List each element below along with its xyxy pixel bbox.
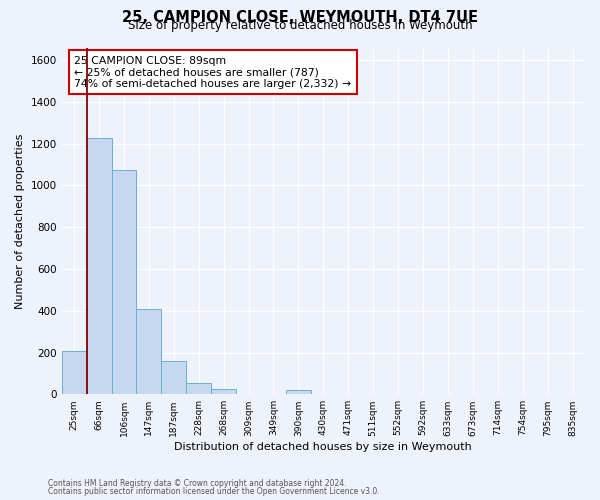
Bar xyxy=(161,361,186,394)
Bar xyxy=(211,389,236,394)
Text: Contains HM Land Registry data © Crown copyright and database right 2024.: Contains HM Land Registry data © Crown c… xyxy=(48,478,347,488)
Text: 25, CAMPION CLOSE, WEYMOUTH, DT4 7UE: 25, CAMPION CLOSE, WEYMOUTH, DT4 7UE xyxy=(122,10,478,25)
Bar xyxy=(62,352,86,395)
X-axis label: Distribution of detached houses by size in Weymouth: Distribution of detached houses by size … xyxy=(175,442,472,452)
Text: 25 CAMPION CLOSE: 89sqm
← 25% of detached houses are smaller (787)
74% of semi-d: 25 CAMPION CLOSE: 89sqm ← 25% of detache… xyxy=(74,56,351,89)
Bar xyxy=(286,390,311,394)
Text: Contains public sector information licensed under the Open Government Licence v3: Contains public sector information licen… xyxy=(48,487,380,496)
Y-axis label: Number of detached properties: Number of detached properties xyxy=(15,133,25,308)
Bar xyxy=(112,170,136,394)
Bar xyxy=(186,383,211,394)
Bar xyxy=(86,138,112,394)
Text: Size of property relative to detached houses in Weymouth: Size of property relative to detached ho… xyxy=(128,19,472,32)
Bar xyxy=(136,308,161,394)
